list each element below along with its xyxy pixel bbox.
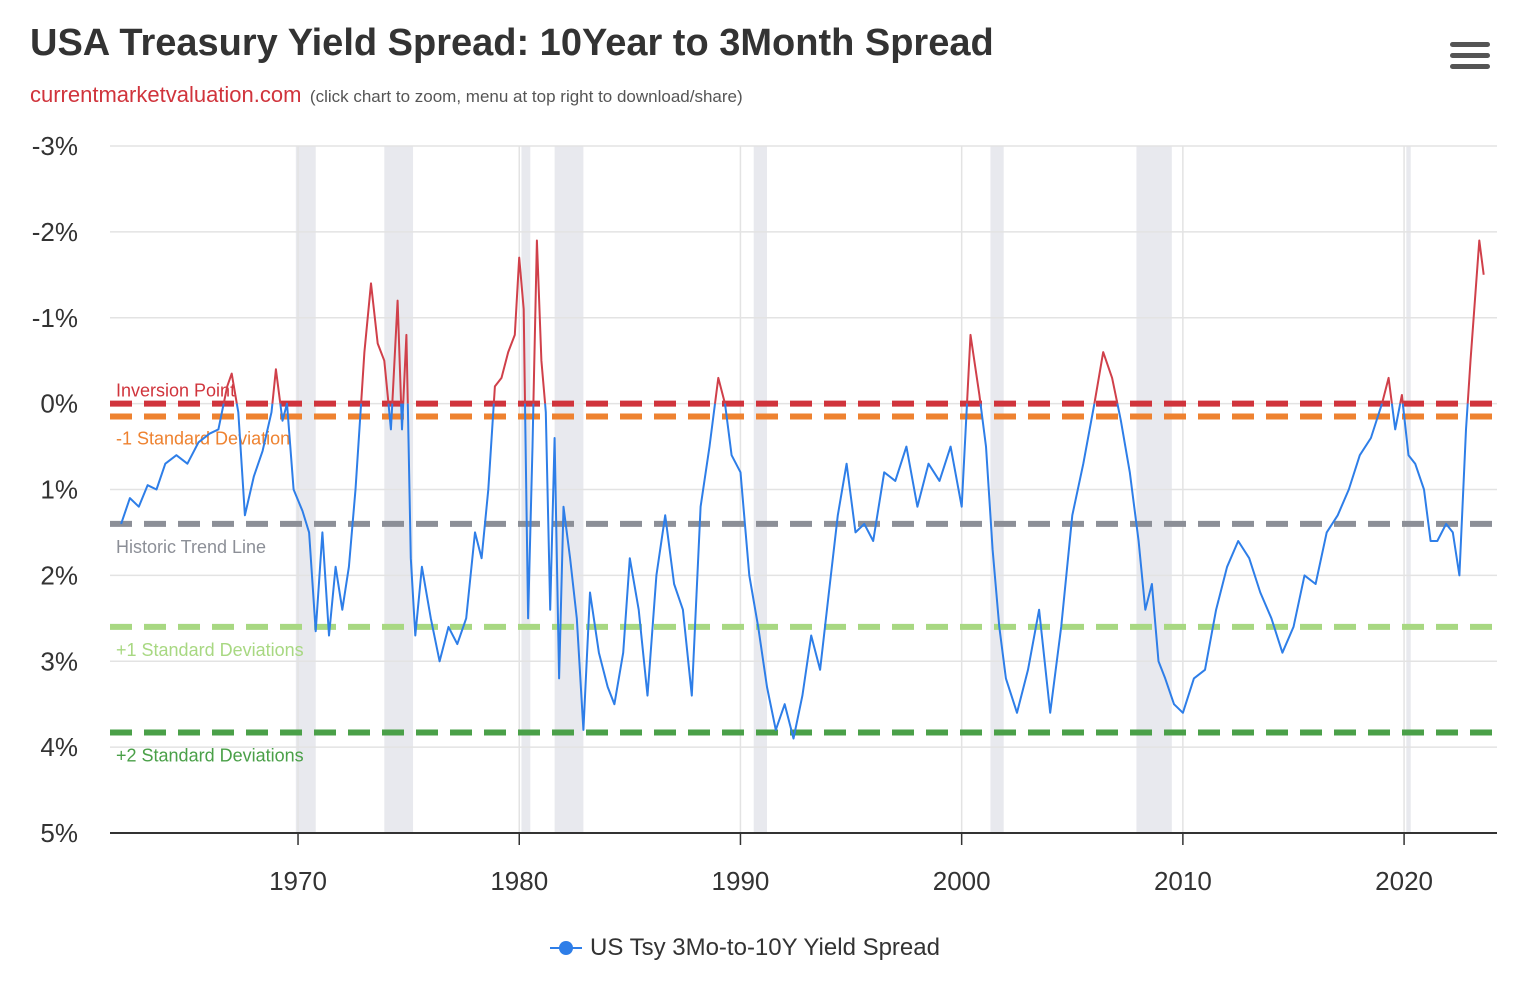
series-line (120, 403, 225, 525)
series-line (979, 403, 1096, 714)
inverted-series-segment (492, 256, 526, 404)
reference-label-plus2sd: +2 Standard Deviations (116, 746, 304, 766)
series-line (1401, 403, 1469, 577)
inverted-series-segment (391, 299, 403, 404)
inverted-series-segment (1399, 394, 1404, 404)
chart-subtitle: currentmarketvaluation.com (click chart … (30, 82, 743, 108)
y-tick-label: 1% (40, 475, 78, 505)
legend-item[interactable]: US Tsy 3Mo-to-10Y Yield Spread (550, 934, 940, 962)
inverted-series-segment (271, 368, 282, 404)
inverted-series-segment (966, 333, 982, 404)
inverted-series-segment (1381, 376, 1393, 404)
y-tick-label: -1% (32, 303, 78, 333)
series-line (279, 402, 363, 637)
y-tick-label: -2% (32, 217, 78, 247)
legend-label: US Tsy 3Mo-to-10Y Yield Spread (590, 934, 940, 961)
series-line (724, 403, 968, 740)
series-line (544, 403, 716, 731)
reference-label-plus1sd: +1 Standard Deviations (116, 640, 304, 660)
chart-title: USA Treasury Yield Spread: 10Year to 3Mo… (30, 22, 994, 64)
inverted-series-segment (222, 372, 238, 404)
inverted-series-segment (360, 282, 390, 404)
reference-label-trend: Historic Trend Line (116, 537, 266, 557)
series-line (235, 403, 274, 517)
reference-label-inversion: Inversion Point (116, 381, 235, 401)
series-line (524, 403, 535, 620)
y-tick-label: 3% (40, 646, 78, 676)
hamburger-menu-icon[interactable] (1450, 42, 1490, 76)
series-line (1116, 403, 1383, 714)
x-tick-label: 2020 (1375, 866, 1433, 896)
x-tick-label: 1990 (712, 866, 770, 896)
menu-bar (1450, 53, 1490, 58)
series-line (400, 403, 405, 431)
x-tick-label: 2010 (1154, 866, 1212, 896)
series-line (387, 403, 394, 431)
y-tick-label: 4% (40, 732, 78, 762)
yield-spread-chart[interactable]: -3% -2% -1% 0% 1% 2% 3% 4% 5% 1970 1980 1990 2000 201… (0, 0, 1528, 920)
inverted-series-segment (1093, 351, 1119, 404)
inverted-series-segment (532, 239, 547, 404)
menu-bar (1450, 64, 1490, 69)
site-link[interactable]: currentmarketvaluation.com (30, 82, 302, 107)
y-tick-label: 0% (40, 389, 78, 419)
y-tick-label: 2% (40, 560, 78, 590)
x-tick-label: 1970 (269, 866, 327, 896)
y-tick-label: -3% (32, 131, 78, 161)
series-line (1390, 403, 1402, 431)
inverted-series-segment (1466, 239, 1485, 404)
menu-bar (1450, 42, 1490, 47)
x-tick-label: 2000 (933, 866, 991, 896)
inverted-series-segment (402, 333, 409, 404)
y-tick-label: 5% (40, 818, 78, 848)
series-line (406, 403, 495, 663)
legend-symbol (550, 940, 582, 956)
chart-hint: (click chart to zoom, menu at top right … (309, 87, 743, 106)
x-tick-label: 1980 (490, 866, 548, 896)
inverted-series-segment (714, 376, 726, 404)
